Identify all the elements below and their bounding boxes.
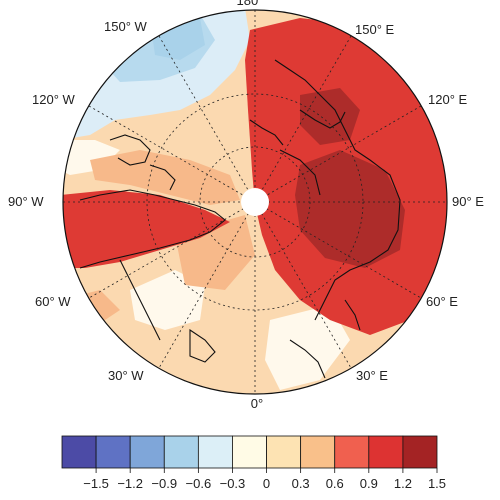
strong-warm-west (63, 190, 230, 268)
lon-label-0: 0° (251, 396, 263, 411)
colorbar-swatch (368, 435, 404, 469)
colorbar-swatch (163, 435, 199, 469)
colorbar-swatch (129, 435, 165, 469)
colorbar: −1.5 −1.2 −0.9 −0.6 −0.3 0 0.3 0.6 0.9 1.2 1.5 (61, 435, 446, 491)
near-zero-region-east (265, 305, 350, 390)
colorbar-tick-label: 1.5 (428, 476, 446, 491)
colorbar-swatch (61, 435, 97, 469)
lon-label-60e: 60° E (426, 294, 458, 309)
disc-outline (62, 9, 448, 395)
colorbar-tick-label: −0.9 (151, 476, 177, 491)
colorbar-swatch (266, 435, 302, 469)
lon-label-120e: 120° E (428, 92, 468, 107)
colorbar-swatch (334, 435, 370, 469)
colorbar-swatch (95, 435, 131, 469)
colorbar-tick-label: 0.9 (360, 476, 378, 491)
lon-label-150e: 150° E (355, 22, 395, 37)
colorbar-swatch (197, 435, 233, 469)
colorbar-tick-label: −0.6 (186, 476, 212, 491)
lon-label-30e: 30° E (356, 368, 388, 383)
north-pole-marker (241, 188, 269, 216)
colorbar-tick-label: 0.3 (292, 476, 310, 491)
colorbar-tick-label: −0.3 (220, 476, 246, 491)
colorbar-swatch (232, 435, 267, 469)
coastlines (79, 59, 401, 379)
lon-label-180: 180° (237, 0, 264, 8)
colorbar-tick-label: 1.2 (394, 476, 412, 491)
near-zero-region (63, 140, 120, 175)
lon-label-60w: 60° W (35, 294, 71, 309)
colorbar-swatch (300, 435, 336, 469)
lon-label-30w: 30° W (108, 368, 144, 383)
colorbar-tick-label: 0 (263, 476, 270, 491)
lon-label-90w: 90° W (8, 194, 44, 209)
colorbar-tick-label: 0.6 (326, 476, 344, 491)
polar-disc (63, 10, 447, 394)
colorbar-swatch (402, 435, 438, 469)
lon-label-120w: 120° W (32, 92, 76, 107)
longitude-labels: 180° 150° E 120° E 90° E 60° E 30° E 0° … (8, 0, 484, 411)
lon-label-150w: 150° W (104, 19, 148, 34)
lon-label-90e: 90° E (452, 194, 484, 209)
colorbar-tick-label: −1.2 (117, 476, 143, 491)
colorbar-tick-label: −1.5 (83, 476, 109, 491)
extreme-warm-core-2 (295, 150, 405, 268)
